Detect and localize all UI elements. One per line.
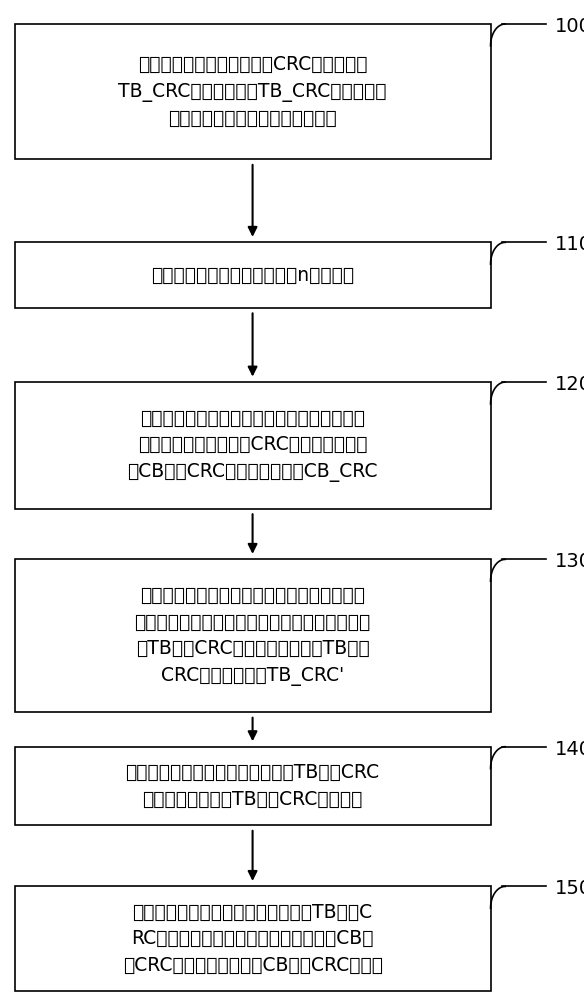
FancyBboxPatch shape bbox=[15, 242, 491, 308]
Text: 发送端针对第１个至第ｎ－１个数据块，采用
迭代方式依次针对第１个至第ｎ－１个数据块进
行TB级的CRC编码，获得相应的TB级的
CRC校验码，简称TB_CRC': 发送端针对第１个至第ｎ－１个数据块，采用 迭代方式依次针对第１个至第ｎ－１个数据… bbox=[134, 586, 371, 686]
Text: 100: 100 bbox=[555, 17, 584, 36]
Text: 110: 110 bbox=[555, 235, 584, 254]
Text: 发送端根据所述第ｎ个数据块对应的TB级的C
RC校验码，针对所述第ｎ个数据块进行CB级
的CRC编码，获得相应的CB级的CRC校验码: 发送端根据所述第ｎ个数据块对应的TB级的C RC校验码，针对所述第ｎ个数据块进行… bbox=[123, 903, 383, 975]
FancyBboxPatch shape bbox=[15, 886, 491, 991]
Text: 120: 120 bbox=[555, 375, 584, 394]
FancyBboxPatch shape bbox=[15, 747, 491, 825]
Text: 发送端将初始传输数据进行CRC编码，获得
TB_CRC，并将获得的TB_CRC与初始传输
数据进行合并，获得目标传输数据: 发送端将初始传输数据进行CRC编码，获得 TB_CRC，并将获得的TB_CRC与… bbox=[119, 55, 387, 128]
Text: 140: 140 bbox=[555, 740, 584, 759]
FancyBboxPatch shape bbox=[15, 382, 491, 509]
Text: 130: 130 bbox=[555, 552, 584, 571]
FancyBboxPatch shape bbox=[15, 559, 491, 712]
Text: 发送端将目标传输数据划分为n个数据块: 发送端将目标传输数据划分为n个数据块 bbox=[151, 266, 354, 285]
Text: 150: 150 bbox=[555, 879, 584, 898]
Text: 发送端针对第１个至第ｎ－１个数据块，并行
针对每一个数据块进行CRC编码，获得相应
的CB级的CRC校验码，简称为CB_CRC: 发送端针对第１个至第ｎ－１个数据块，并行 针对每一个数据块进行CRC编码，获得相… bbox=[127, 409, 378, 482]
Text: 发送端针对第ｎ个数据块，先进行TB级的CRC
编码，获得相应的TB级的CRC校验码。: 发送端针对第ｎ个数据块，先进行TB级的CRC 编码，获得相应的TB级的CRC校验… bbox=[126, 763, 380, 809]
FancyBboxPatch shape bbox=[15, 24, 491, 159]
